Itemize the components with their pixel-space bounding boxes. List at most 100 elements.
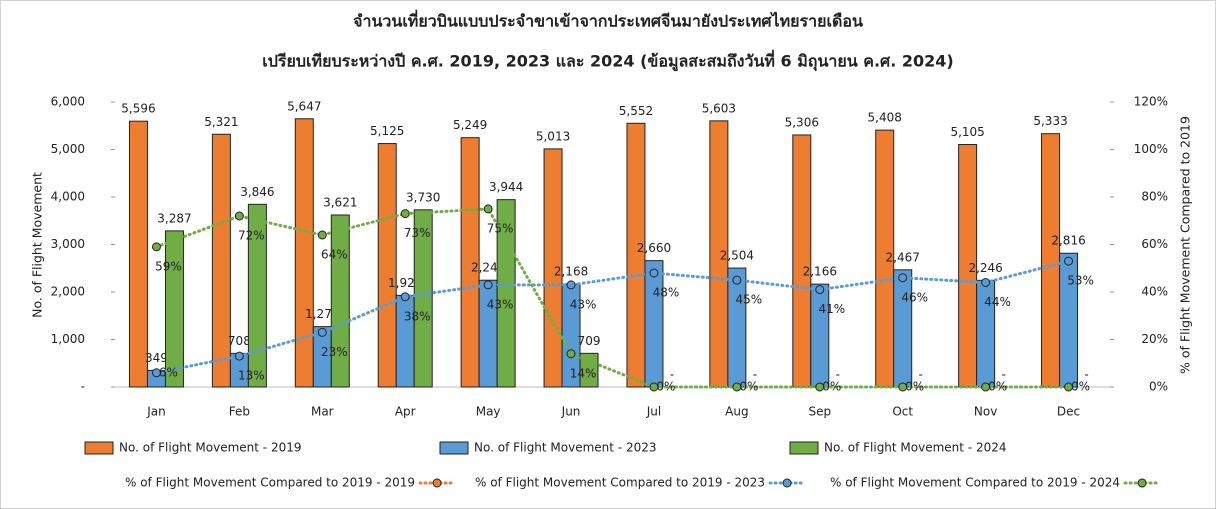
line-marker [1064, 382, 1074, 392]
bar [727, 267, 747, 388]
bar-value-label: 5,647 [287, 99, 321, 113]
line-value-label: 0% [905, 380, 924, 394]
legend-marker [782, 478, 792, 488]
line-value-label: 44% [984, 295, 1011, 309]
bar [247, 203, 267, 388]
line-value-label: 43% [570, 297, 597, 311]
line-marker [815, 382, 825, 392]
line-value-label: 0% [822, 380, 841, 394]
y-tick-label: 4,000 [51, 190, 85, 204]
bar [792, 134, 812, 388]
bar-value-label: 5,105 [950, 125, 984, 139]
bar-value-label: 5,552 [619, 104, 653, 118]
line-value-label: 72% [238, 229, 265, 243]
line-marker [649, 268, 659, 278]
y2-tick-label: 100% [1134, 142, 1168, 156]
bar-value-label: 2,467 [886, 250, 920, 264]
bar-value-label: 2,246 [968, 261, 1002, 275]
bar [413, 209, 433, 388]
y-tick-label: - [81, 380, 85, 394]
bar [478, 279, 498, 388]
bar [579, 352, 599, 388]
line-marker [566, 280, 576, 290]
x-tick-label: Nov [974, 405, 997, 419]
bar-value-label: 2,816 [1051, 234, 1085, 248]
line-marker [234, 211, 244, 221]
line-value-label: 48% [653, 286, 680, 300]
legend-swatch [84, 441, 114, 455]
line-marker [151, 242, 161, 252]
x-tick-label: Feb [229, 405, 250, 419]
bar-value-label: - [1084, 368, 1088, 382]
line-marker [898, 382, 908, 392]
legend-label: No. of Flight Movement - 2019 [119, 441, 302, 455]
legend-marker [1137, 478, 1147, 488]
line-value-label: 38% [404, 309, 431, 323]
line-value-label: 0% [1071, 380, 1090, 394]
bar-value-label: - [836, 368, 840, 382]
bar-value-label: 2,168 [554, 265, 588, 279]
y2-tick-label: 80% [1141, 190, 1168, 204]
line-value-label: 6% [159, 365, 178, 379]
bar-value-label: 5,596 [121, 102, 155, 116]
bar [460, 137, 480, 388]
bar [709, 120, 729, 388]
y-tick-label: 2,000 [51, 285, 85, 299]
line-marker [151, 368, 161, 378]
bar-value-label: 5,333 [1033, 114, 1067, 128]
bar [330, 214, 350, 388]
bar [810, 283, 830, 388]
x-tick-label: Jul [646, 405, 661, 419]
legend-label: % of Flight Movement Compared to 2019 - … [475, 476, 765, 490]
bar [644, 260, 664, 388]
x-tick-label: May [476, 405, 501, 419]
line-value-label: 73% [404, 226, 431, 240]
line-value-label: 59% [155, 259, 182, 273]
line-marker [732, 275, 742, 285]
bar-value-label: 3,287 [157, 211, 191, 225]
x-tick-label: Oct [892, 405, 913, 419]
x-tick-label: Jun [561, 405, 581, 419]
bar [893, 269, 913, 388]
line-value-label: 41% [818, 302, 845, 316]
bar [1041, 133, 1061, 388]
bar-value-label: 5,013 [536, 129, 570, 143]
line-value-label: 46% [901, 290, 928, 304]
line-value-label: 0% [656, 380, 675, 394]
y-tick-label: 3,000 [51, 237, 85, 251]
line-value-label: 75% [487, 221, 514, 235]
bar [128, 120, 148, 388]
x-tick-label: Mar [311, 405, 334, 419]
bar-value-label: 5,249 [453, 118, 487, 132]
x-tick-label: Apr [395, 405, 416, 419]
line-marker [732, 382, 742, 392]
y2-tick-label: 60% [1141, 237, 1168, 251]
line-marker [649, 382, 659, 392]
line [154, 259, 1071, 375]
legend-swatch [789, 441, 819, 455]
y2-tick-label: 40% [1141, 285, 1168, 299]
line-value-label: 64% [321, 248, 348, 262]
legend-label: % of Flight Movement Compared to 2019 - … [125, 476, 415, 490]
line-marker [234, 351, 244, 361]
bar-value-label: 2,166 [803, 265, 837, 279]
bar-value-label: 709 [578, 334, 601, 348]
legend-swatch [439, 441, 469, 455]
legend-label: % of Flight Movement Compared to 2019 - … [830, 476, 1120, 490]
line-marker [317, 230, 327, 240]
line-marker [483, 280, 493, 290]
bar-value-label: 2,660 [637, 241, 671, 255]
line [154, 207, 1071, 389]
bar [294, 118, 314, 388]
line-marker [898, 273, 908, 283]
x-tick-label: Jan [146, 405, 166, 419]
bar [626, 122, 646, 388]
bar-value-label: 5,321 [204, 115, 238, 129]
chart-subtitle: เปรียบเทียบระหว่างปี ค.ศ. 2019, 2023 และ… [262, 50, 953, 73]
y2-tick-label: 0% [1149, 380, 1168, 394]
legend-marker [432, 478, 442, 488]
line-marker [400, 209, 410, 219]
line-marker [815, 285, 825, 295]
